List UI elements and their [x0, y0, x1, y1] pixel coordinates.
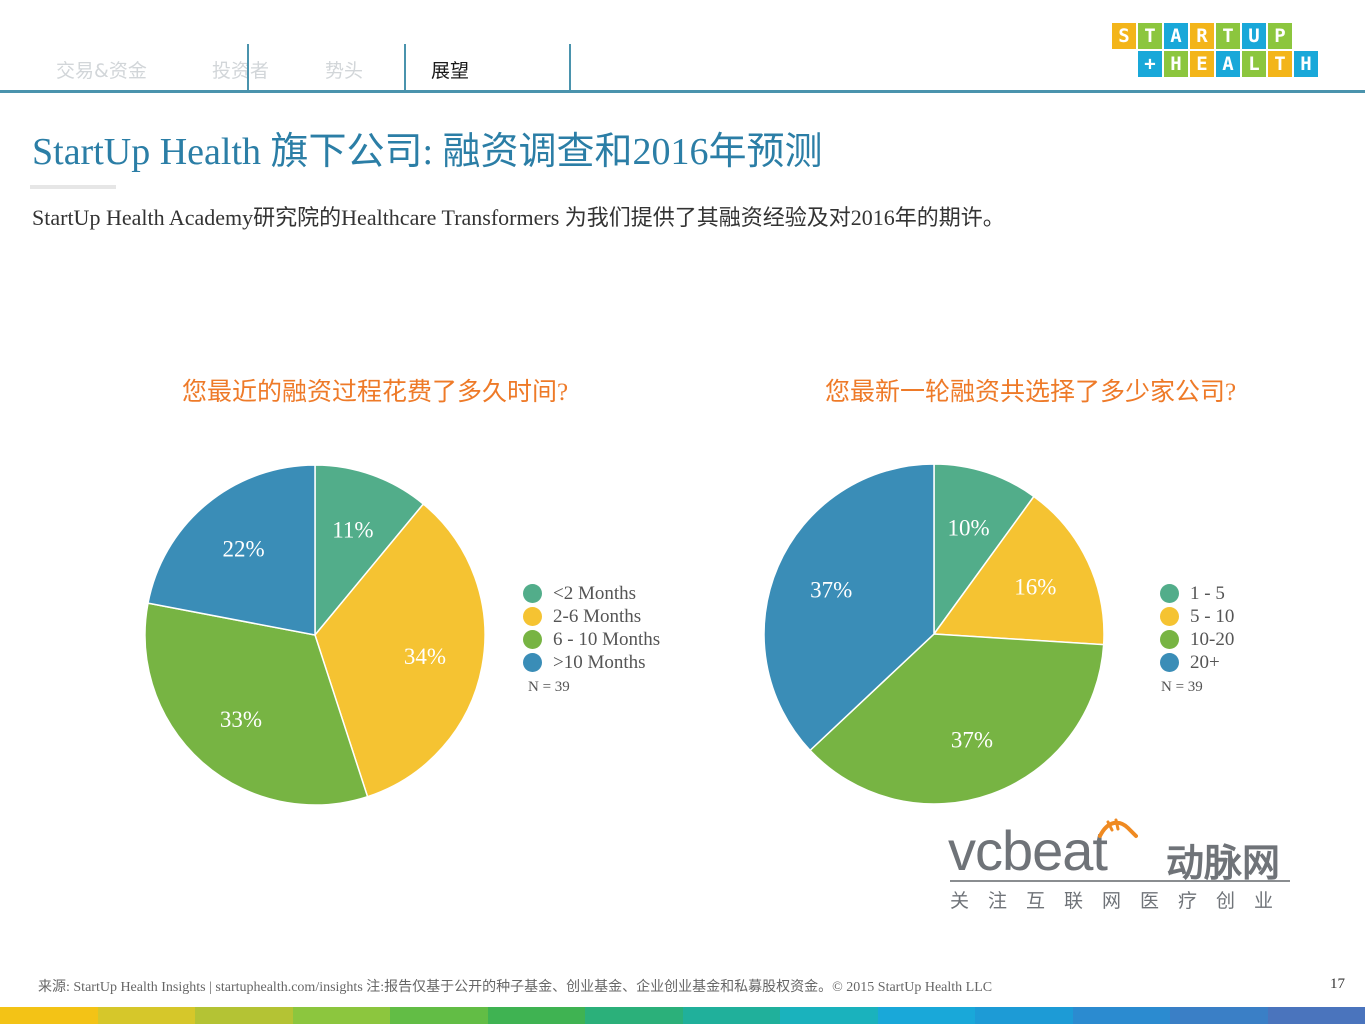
stripe-segment: [877, 1007, 975, 1024]
chart1-sample-size: N = 39: [528, 679, 570, 695]
logo-letter: T: [1138, 23, 1162, 49]
watermark-brand: vcbeat: [948, 819, 1108, 882]
legend-label: 20+: [1190, 651, 1220, 673]
stripe-segment: [1267, 1007, 1365, 1024]
legend-swatch: [523, 584, 542, 603]
tab-investors[interactable]: 投资者: [212, 60, 270, 82]
legend-swatch: [1160, 630, 1179, 649]
logo-letter: A: [1216, 51, 1240, 77]
logo-letter: U: [1242, 23, 1266, 49]
pie-slice: [144, 602, 369, 806]
legend-label: 2-6 Months: [553, 605, 642, 627]
tab-deals-funding[interactable]: 交易&资金: [56, 60, 147, 82]
logo-letter: P: [1268, 23, 1292, 49]
legend-label: 1 - 5: [1190, 582, 1225, 604]
footer-source: 来源: StartUp Health Insights | startuphea…: [38, 980, 993, 995]
legend-swatch: [1160, 607, 1179, 626]
legend-label: 6 - 10 Months: [553, 628, 661, 650]
pie-slice: [933, 463, 1035, 637]
chart2-pie: 10% 16% 37% 37%: [763, 463, 1105, 805]
page-number: 17: [1330, 976, 1345, 992]
logo-letter: L: [1242, 51, 1266, 77]
chart2-sample-size: N = 39: [1161, 679, 1203, 695]
tab-outlook[interactable]: 展望: [431, 60, 470, 82]
chart2-question: 您最新一轮融资共选择了多少家公司?: [825, 379, 1237, 406]
logo-row-health: + H E A L T H: [1138, 51, 1318, 77]
legend-item: 20+: [1160, 651, 1234, 674]
legend-swatch: [523, 630, 542, 649]
logo-letter: S: [1112, 23, 1136, 49]
pie-slice: [147, 464, 316, 636]
pie-data-label: 22%: [223, 537, 265, 562]
pie-data-label: 10%: [948, 516, 990, 541]
nav-underline: [0, 90, 1365, 93]
legend-swatch: [1160, 653, 1179, 672]
stripe-segment: [97, 1007, 195, 1024]
pie-slice: [314, 464, 425, 638]
page-subtitle: StartUp Health Academy研究院的Healthcare Tra…: [32, 205, 1005, 230]
logo-letter: H: [1294, 51, 1318, 77]
logo-letter: A: [1164, 23, 1188, 49]
pie-data-label: 37%: [951, 727, 993, 752]
legend-swatch: [523, 653, 542, 672]
pie-data-label: 11%: [332, 518, 373, 543]
tab-divider: [247, 44, 249, 92]
stripe-segment: [780, 1007, 878, 1024]
logo-letter: R: [1190, 23, 1214, 49]
logo-letter: +: [1138, 51, 1162, 77]
stripe-segment: [585, 1007, 683, 1024]
logo-letter: H: [1164, 51, 1188, 77]
watermark-divider: [950, 880, 1290, 882]
dna-helix-icon: [1098, 818, 1138, 838]
tab-momentum[interactable]: 势头: [325, 60, 364, 82]
footer-color-stripe: [0, 1007, 1365, 1024]
legend-item: 6 - 10 Months: [523, 628, 660, 651]
pie-slice: [809, 633, 1105, 805]
stripe-segment: [1072, 1007, 1170, 1024]
chart2-legend: 1 - 5 5 - 10 10-20 20+ N = 39: [1160, 582, 1234, 696]
tab-divider: [404, 44, 406, 92]
stripe-segment: [975, 1007, 1073, 1024]
legend-label: <2 Months: [553, 582, 637, 604]
legend-item: >10 Months: [523, 651, 660, 674]
top-navigation: 交易&资金 投资者 势头 展望: [0, 0, 1365, 93]
legend-item: 5 - 10: [1160, 605, 1234, 628]
chart1-legend: <2 Months 2-6 Months 6 - 10 Months >10 M…: [523, 582, 660, 696]
legend-label: 5 - 10: [1190, 605, 1235, 627]
tab-divider: [569, 44, 571, 92]
logo-letter: T: [1216, 23, 1240, 49]
pie-slice: [314, 502, 486, 798]
pie-data-label: 34%: [404, 644, 446, 669]
pie-data-label: 16%: [1014, 574, 1056, 599]
pie-data-label: 33%: [220, 707, 262, 732]
legend-item: 2-6 Months: [523, 605, 660, 628]
stripe-segment: [682, 1007, 780, 1024]
pie-data-label: 37%: [810, 578, 852, 603]
pie-slice: [763, 463, 935, 752]
watermark-slogan: 关注互联网医疗创业: [950, 890, 1293, 912]
stripe-segment: [1170, 1007, 1268, 1024]
legend-label: >10 Months: [553, 651, 646, 673]
title-accent-bar: [30, 185, 116, 189]
stripe-segment: [292, 1007, 390, 1024]
chart1-pie: 11% 34% 33% 22%: [144, 464, 486, 806]
legend-item: 10-20: [1160, 628, 1234, 651]
stripe-segment: [390, 1007, 488, 1024]
watermark-name-cn: 动脉网: [1166, 841, 1281, 885]
stripe-segment: [487, 1007, 585, 1024]
legend-item: 1 - 5: [1160, 582, 1234, 605]
legend-label: 10-20: [1190, 628, 1235, 650]
stripe-segment: [0, 1007, 98, 1024]
chart1-question: 您最近的融资过程花费了多久时间?: [182, 379, 569, 406]
logo-letter: E: [1190, 51, 1214, 77]
pie-slice: [932, 495, 1105, 646]
page-title: StartUp Health 旗下公司: 融资调查和2016年预测: [32, 131, 823, 173]
legend-swatch: [1160, 584, 1179, 603]
logo-letter: T: [1268, 51, 1292, 77]
stripe-segment: [195, 1007, 293, 1024]
legend-swatch: [523, 607, 542, 626]
legend-item: <2 Months: [523, 582, 660, 605]
vcbeat-watermark: vcbeat 动脉网 关注互联网医疗创业: [948, 818, 1293, 913]
